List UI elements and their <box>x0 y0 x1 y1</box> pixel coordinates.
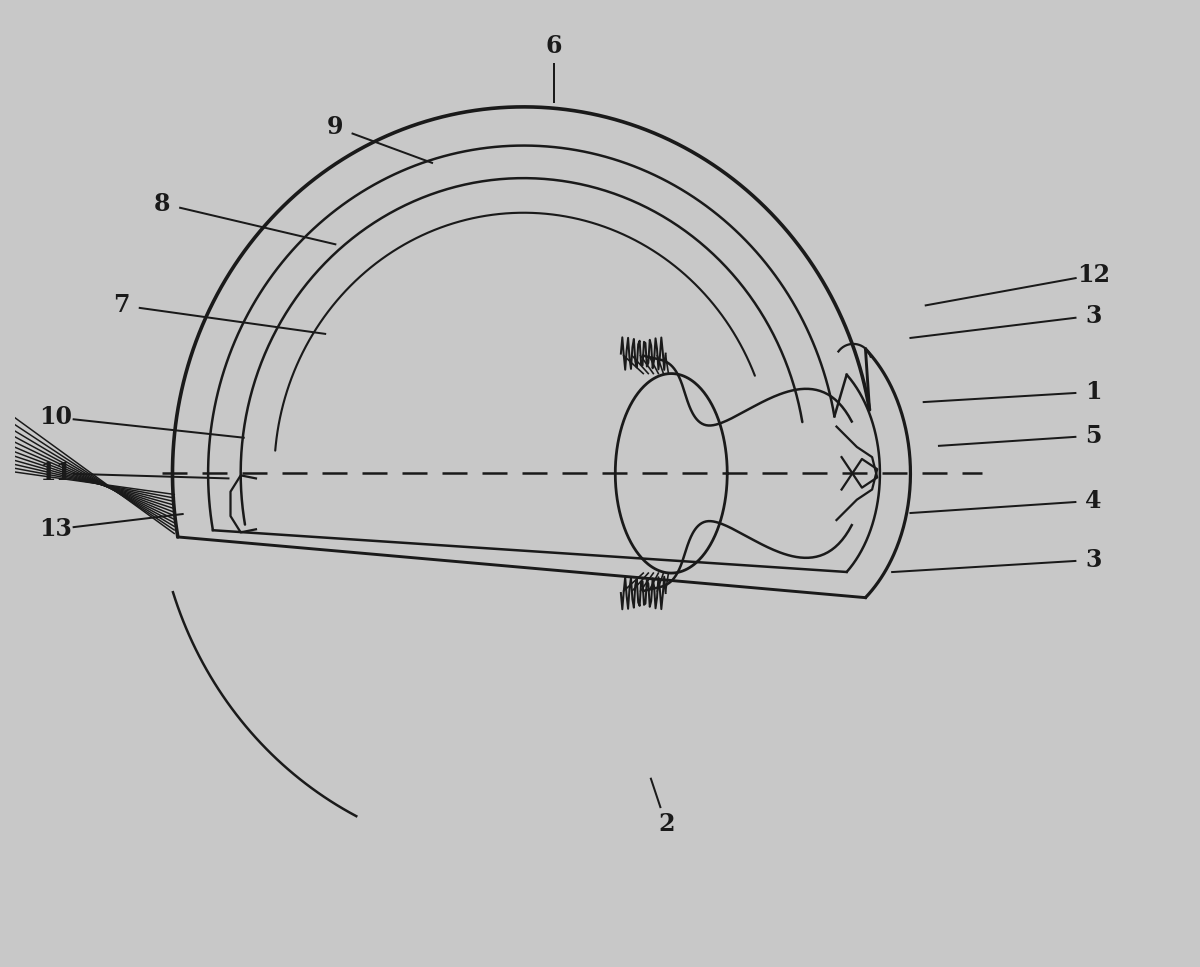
Text: 5: 5 <box>1086 424 1102 448</box>
Text: 3: 3 <box>1086 304 1102 328</box>
Text: 6: 6 <box>546 34 563 58</box>
Text: 8: 8 <box>154 191 170 216</box>
Text: 11: 11 <box>38 461 72 485</box>
Text: 4: 4 <box>1086 488 1102 513</box>
Text: 2: 2 <box>658 812 674 836</box>
Text: 13: 13 <box>38 517 72 542</box>
Text: 3: 3 <box>1086 548 1102 571</box>
Text: 10: 10 <box>38 405 72 429</box>
Text: 12: 12 <box>1078 263 1110 287</box>
Text: 9: 9 <box>328 115 343 139</box>
Text: 7: 7 <box>113 293 130 317</box>
Text: 1: 1 <box>1086 380 1102 404</box>
